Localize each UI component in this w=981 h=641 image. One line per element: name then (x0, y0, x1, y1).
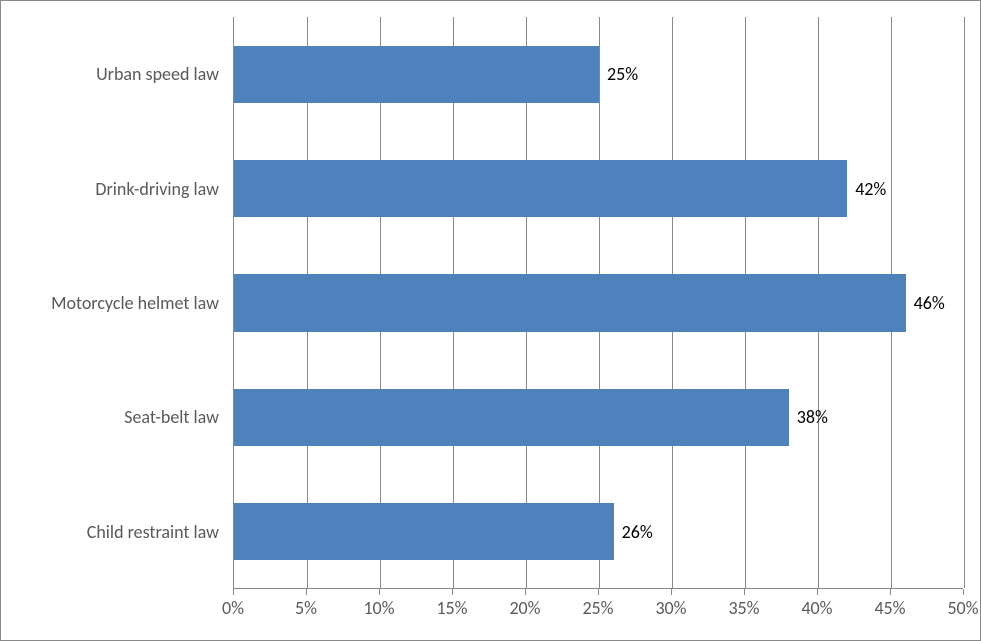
bar-data-label: 46% (914, 292, 945, 314)
plot-area: 25% 42% 46% 38% 26% (233, 17, 963, 589)
x-axis-tick-label: 20% (509, 597, 540, 619)
x-tick (525, 589, 526, 595)
x-tick (817, 589, 818, 595)
gridline (964, 17, 965, 588)
bar (234, 503, 614, 560)
y-axis-category-label: Seat-belt law (124, 406, 219, 428)
y-axis-category-label: Motorcycle helmet law (51, 292, 219, 314)
bar-data-label: 42% (855, 178, 886, 200)
bar (234, 389, 789, 446)
bar-data-label: 38% (797, 406, 828, 428)
bar-data-label: 26% (622, 521, 653, 543)
x-axis-tick-label: 40% (801, 597, 832, 619)
bar (234, 160, 847, 217)
y-axis-category-label: Drink-driving law (95, 178, 219, 200)
chart-container: 25% 42% 46% 38% 26% Urban speed law Drink-dri… (0, 0, 981, 641)
x-axis-tick-label: 30% (655, 597, 686, 619)
x-tick (233, 589, 234, 595)
x-tick (306, 589, 307, 595)
x-axis-tick-label: 10% (363, 597, 394, 619)
bar-data-label: 25% (607, 63, 638, 85)
bar (234, 274, 906, 331)
x-axis-tick-label: 35% (728, 597, 759, 619)
x-axis-tick-label: 50% (947, 597, 978, 619)
x-tick (890, 589, 891, 595)
y-axis-category-label: Child restraint law (87, 521, 219, 543)
x-tick (452, 589, 453, 595)
bar (234, 46, 599, 103)
x-axis-tick-label: 45% (874, 597, 905, 619)
x-axis-tick-label: 0% (222, 597, 244, 619)
x-tick (671, 589, 672, 595)
x-tick (379, 589, 380, 595)
x-axis-tick-label: 15% (436, 597, 467, 619)
x-tick (598, 589, 599, 595)
x-tick (963, 589, 964, 595)
x-tick (744, 589, 745, 595)
y-axis-category-label: Urban speed law (96, 63, 219, 85)
x-axis-tick-label: 5% (295, 597, 317, 619)
x-axis-tick-label: 25% (582, 597, 613, 619)
